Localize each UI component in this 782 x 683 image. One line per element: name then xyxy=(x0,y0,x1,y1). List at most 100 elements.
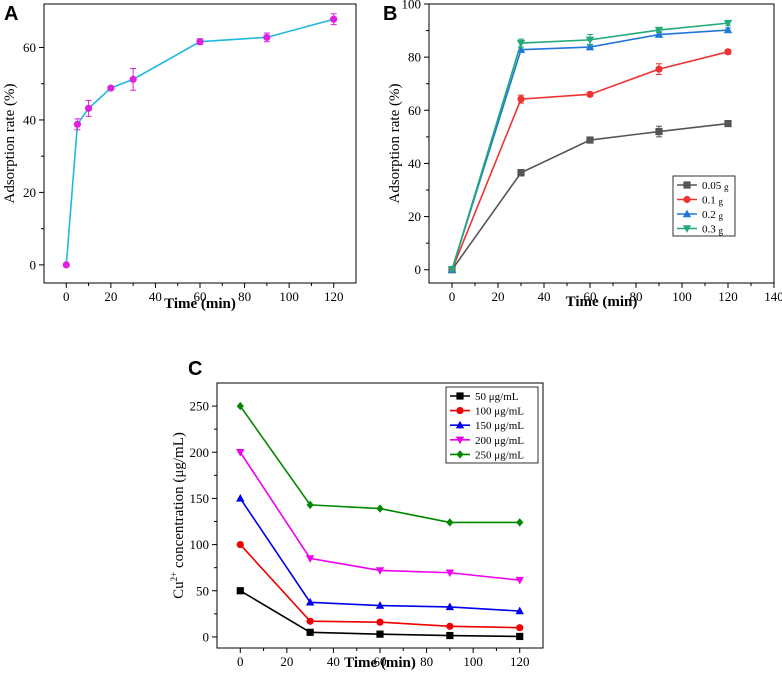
data-point-a-0-4 xyxy=(129,75,137,83)
x-tick-label-b-2: 40 xyxy=(538,289,551,304)
data-point-c-4-3 xyxy=(446,518,454,527)
x-tick-label-a-1: 20 xyxy=(104,289,117,304)
data-point-c-0-3 xyxy=(446,631,454,640)
y-axis-title-c: Cu2+ concentration (μg/mL) xyxy=(169,432,187,599)
data-point-c-4-1 xyxy=(306,500,314,510)
data-point-c-0-2 xyxy=(376,630,384,638)
y-axis-title-b: Adsorption rate (%) xyxy=(387,84,403,204)
y-tick-label-b-1: 20 xyxy=(408,209,421,224)
data-point-a-0-2 xyxy=(84,104,93,112)
legend-label-b-3: 0.3 g xyxy=(702,224,724,236)
plot-frame-b xyxy=(428,3,775,284)
x-tick-label-a-0: 0 xyxy=(63,289,70,304)
data-point-a-0-1 xyxy=(73,120,82,128)
data-point-c-4-4 xyxy=(516,518,524,527)
data-point-c-0-1 xyxy=(306,628,314,636)
data-point-b-0-3 xyxy=(655,127,663,136)
x-tick-label-a-2: 40 xyxy=(149,289,162,304)
y-tick-label-c-1: 50 xyxy=(196,583,209,598)
data-point-b-3-2 xyxy=(585,36,595,45)
x-tick-label-c-0: 0 xyxy=(237,654,244,669)
data-point-a-0-5 xyxy=(196,38,204,46)
x-tick-label-b-1: 20 xyxy=(492,289,505,304)
y-tick-label-b-5: 100 xyxy=(402,0,422,12)
y-tick-label-a-1: 20 xyxy=(23,185,36,200)
legend-marker-b-3 xyxy=(682,225,692,233)
legend-marker-b-0 xyxy=(683,181,691,189)
data-point-b-0-1 xyxy=(517,169,525,177)
y-tick-label-b-4: 80 xyxy=(408,50,421,65)
y-tick-label-c-0: 0 xyxy=(203,629,210,644)
data-point-c-3-0 xyxy=(236,449,245,457)
x-axis-title-c: Time (min) xyxy=(344,655,416,671)
x-tick-label-a-5: 100 xyxy=(279,289,299,304)
data-point-c-3-2 xyxy=(375,567,385,575)
x-tick-label-c-6: 120 xyxy=(510,654,530,669)
x-tick-label-c-5: 100 xyxy=(463,654,483,669)
legend-label-c-0: 50 μg/mL xyxy=(475,391,519,403)
data-point-c-1-1 xyxy=(306,617,314,625)
chart-panel-b: 0 20 40 60 80 100 120 140 0 20 40 60 80 100 Time (min)… xyxy=(387,0,782,310)
legend-label-c-3: 200 μg/mL xyxy=(475,435,524,447)
legend-label-c-2: 150 μg/mL xyxy=(475,420,524,432)
y-tick-label-b-0: 0 xyxy=(415,262,422,277)
data-point-a-0-3 xyxy=(107,84,115,92)
x-tick-label-b-6: 120 xyxy=(718,289,738,304)
data-point-c-4-2 xyxy=(376,504,384,513)
y-tick-label-c-5: 250 xyxy=(190,399,210,414)
y-tick-label-c-4: 200 xyxy=(190,445,210,460)
x-tick-label-a-6: 120 xyxy=(324,289,344,304)
data-point-c-2-3 xyxy=(445,602,455,611)
data-point-c-2-1 xyxy=(305,597,315,606)
panel-b-letter: B xyxy=(383,3,397,25)
y-tick-label-a-0: 0 xyxy=(30,257,37,272)
data-point-c-1-4 xyxy=(516,624,524,632)
y-tick-label-c-2: 100 xyxy=(190,537,210,552)
legend-label-c-1: 100 μg/mL xyxy=(475,406,524,418)
data-point-c-3-4 xyxy=(515,576,524,585)
x-tick-label-b-5: 100 xyxy=(672,289,692,304)
data-point-b-3-1 xyxy=(516,39,526,48)
x-tick-label-a-3: 60 xyxy=(194,289,207,304)
data-point-c-0-0 xyxy=(236,587,244,595)
data-point-b-2-2 xyxy=(585,42,595,51)
legend-label-c-4: 250 μg/mL xyxy=(475,449,524,461)
series-line-c-0 xyxy=(239,590,520,638)
data-point-c-2-2 xyxy=(375,601,385,609)
x-tick-label-b-0: 0 xyxy=(449,289,456,304)
x-axis-title-b: Time (min) xyxy=(566,294,638,310)
data-point-b-0-2 xyxy=(586,136,594,144)
data-point-a-0-6 xyxy=(263,33,271,41)
data-point-b-1-2 xyxy=(586,90,594,98)
x-tick-label-c-1: 20 xyxy=(280,654,293,669)
y-axis-title-a: Adsorption rate (%) xyxy=(2,84,18,204)
data-point-a-0-0 xyxy=(62,261,70,269)
x-tick-label-c-3: 60 xyxy=(374,654,387,669)
legend-label-b-1: 0.1 g xyxy=(702,195,724,207)
y-tick-label-c-3: 150 xyxy=(190,491,210,506)
series-line-b-1 xyxy=(451,51,729,271)
data-point-c-3-1 xyxy=(305,555,315,563)
data-point-b-1-3 xyxy=(655,65,663,73)
legend-marker-b-2 xyxy=(682,209,692,218)
data-point-c-3-3 xyxy=(445,569,455,578)
legend-label-b-2: 0.2 g xyxy=(702,209,724,221)
data-point-c-4-0 xyxy=(236,401,244,411)
legend-marker-c-4 xyxy=(456,450,464,459)
data-point-c-2-4 xyxy=(515,606,524,615)
x-tick-label-b-4: 80 xyxy=(630,289,643,304)
chart-panel-c: 0 20 40 60 80 100 120 0 50 100 150 200 250 Time (min)… xyxy=(169,382,544,671)
series-line-a-0 xyxy=(65,18,334,265)
data-point-b-2-4 xyxy=(723,25,733,34)
x-tick-label-c-4: 80 xyxy=(420,654,433,669)
y-tick-label-a-3: 60 xyxy=(23,40,36,55)
y-tick-label-a-2: 40 xyxy=(23,112,36,127)
legend-marker-c-2 xyxy=(455,420,465,429)
x-tick-label-b-7: 140 xyxy=(764,289,782,304)
x-tick-label-c-2: 40 xyxy=(327,654,340,669)
legend-marker-b-1 xyxy=(683,195,691,204)
data-point-b-3-0 xyxy=(447,266,457,275)
data-point-b-1-1 xyxy=(517,95,525,103)
